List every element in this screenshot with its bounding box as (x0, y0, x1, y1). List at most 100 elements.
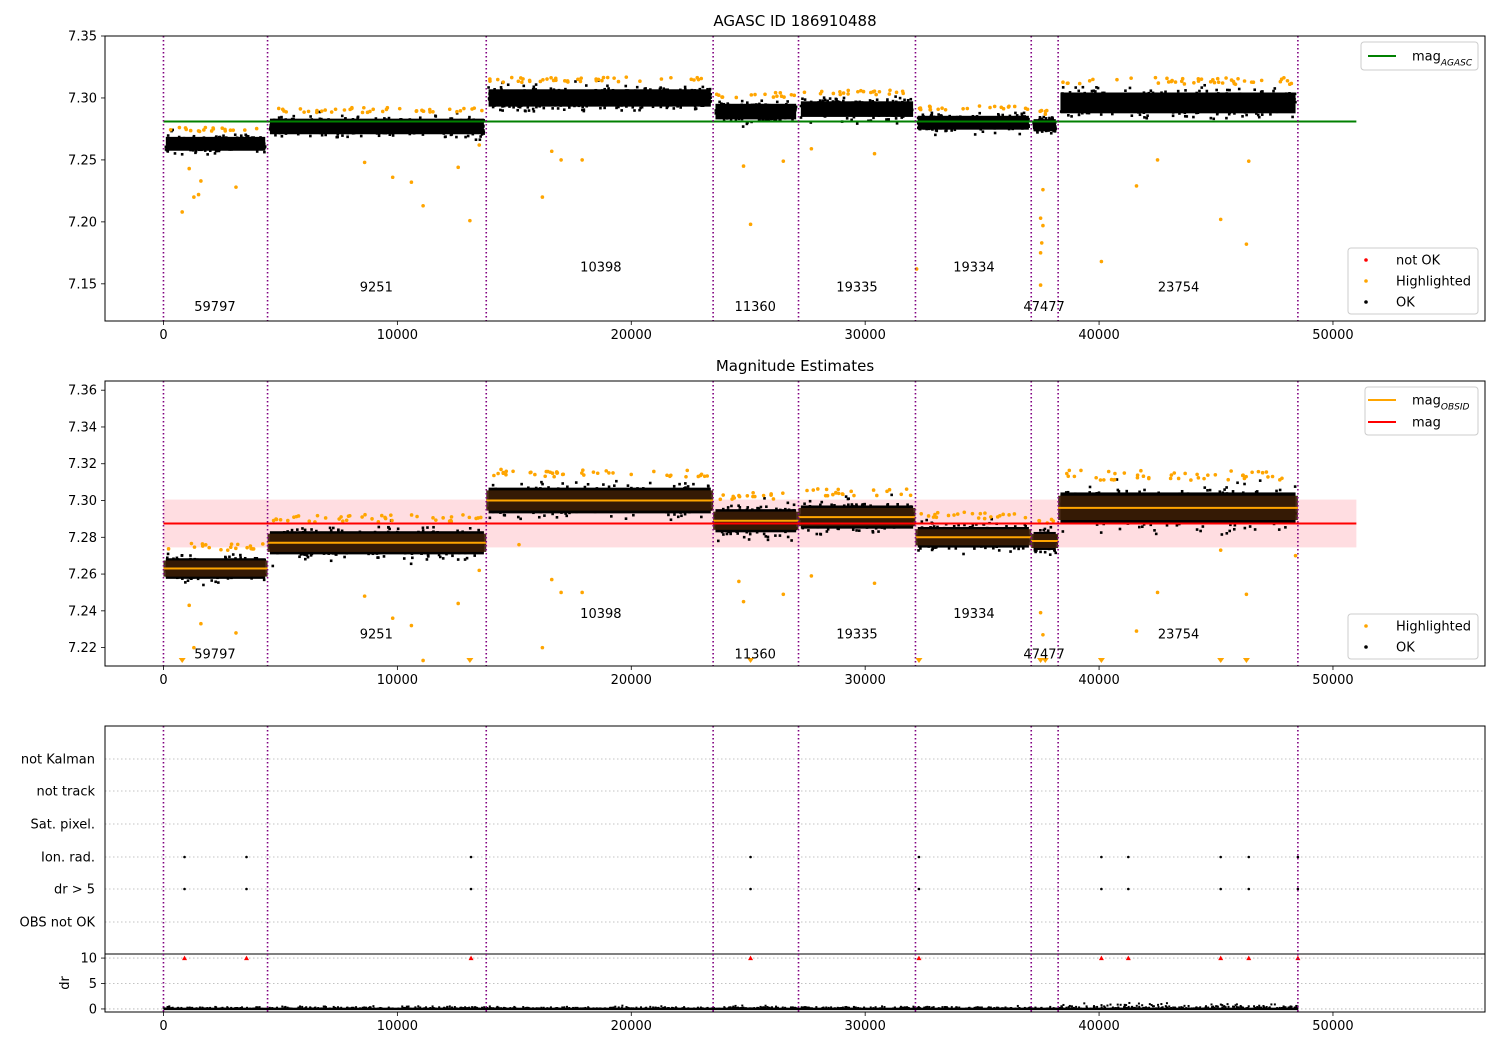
legend-label: OK (1396, 296, 1415, 311)
highlighted-point (192, 195, 196, 199)
highlighted-point (254, 126, 259, 131)
highlighted-point (362, 105, 366, 110)
highlighted-point (323, 108, 327, 112)
ok-point (426, 555, 430, 558)
highlighted-point (456, 165, 460, 170)
ok-point (842, 99, 845, 103)
highlighted-point (298, 107, 303, 111)
ok-point (502, 513, 506, 517)
ok-point (222, 134, 225, 138)
highlighted-point (1180, 76, 1185, 81)
ok-point (551, 107, 554, 110)
ok-point (473, 554, 477, 557)
ok-point (603, 87, 606, 91)
highlighted-point (578, 79, 583, 84)
ok-point (301, 527, 304, 530)
ok-point (886, 98, 889, 101)
highlighted-point (199, 179, 203, 183)
ok-point (1077, 89, 1081, 93)
ok-point (644, 87, 647, 90)
ok-point (842, 96, 846, 100)
ok-point (698, 87, 702, 91)
ok-point (341, 134, 344, 137)
ok-point (740, 99, 744, 103)
ok-point (1192, 115, 1195, 119)
ok-point (377, 525, 381, 529)
ok-point (239, 134, 243, 138)
highlighted-point (1282, 75, 1286, 80)
ok-point (875, 98, 879, 102)
ok-point (1053, 130, 1057, 133)
highlighted-point (516, 79, 521, 84)
highlighted-point (1208, 79, 1213, 84)
highlighted-point (220, 126, 225, 130)
highlighted-point (669, 75, 673, 80)
ok-point (1253, 88, 1257, 92)
ok-point (1269, 113, 1272, 116)
highlighted-point (545, 77, 549, 81)
highlighted-point (520, 80, 524, 85)
ok-point (320, 133, 324, 137)
ok-point (499, 86, 503, 89)
ok-point (1184, 89, 1187, 92)
ok-point (532, 85, 536, 89)
ok-point (801, 97, 804, 101)
highlighted-point (1169, 79, 1174, 84)
ok-point (421, 529, 425, 532)
ok-point (418, 116, 422, 120)
ok-points-segment (164, 128, 267, 156)
ok-point (683, 87, 687, 91)
highlighted-point (887, 92, 892, 96)
highlighted-point (1244, 242, 1249, 246)
ok-point (679, 106, 682, 109)
ok-point (760, 99, 764, 103)
ok-point (382, 555, 386, 558)
ok-point (425, 558, 429, 561)
highlighted-point (1077, 81, 1082, 86)
ok-point (872, 116, 875, 120)
highlighted-point (1287, 82, 1292, 86)
ok-point (1215, 88, 1218, 92)
obsid-label: 19334 (953, 260, 994, 275)
highlighted-point (1192, 80, 1196, 85)
ok-points-core (269, 118, 484, 135)
highlighted-point (1156, 81, 1161, 85)
obsid-label: 10398 (580, 260, 621, 275)
ok-point (906, 98, 910, 102)
ok-point (762, 119, 765, 122)
ok-point (607, 87, 610, 90)
highlighted-point (409, 180, 414, 185)
highlighted-point (518, 76, 523, 80)
ok-point (228, 555, 231, 559)
highlighted-point (809, 146, 814, 151)
ok-point (340, 114, 344, 118)
highlighted-point (841, 91, 846, 95)
ok-point (438, 555, 442, 559)
ok-point (479, 135, 482, 138)
highlighted-point (579, 76, 583, 80)
ok-point (214, 580, 217, 584)
ok-point (701, 85, 705, 89)
ok-point (638, 108, 641, 112)
ok-point (745, 122, 749, 126)
ok-point (973, 133, 977, 136)
highlighted-point (965, 106, 970, 111)
ok-point (346, 135, 349, 139)
ok-point (692, 482, 695, 486)
highlighted-point (1129, 76, 1133, 80)
highlighted-point (455, 109, 459, 114)
ok-point (343, 555, 346, 559)
ok-point (549, 87, 553, 90)
ok-point (555, 516, 559, 519)
highlighted-point (183, 126, 188, 130)
highlighted-point (384, 107, 389, 112)
ok-point (239, 556, 242, 560)
ok-point (1203, 83, 1206, 87)
highlighted-point (431, 109, 435, 114)
y-tick-label: 7.20 (68, 215, 97, 230)
ok-point (997, 114, 1001, 117)
highlighted-point (928, 105, 932, 109)
ok-point (506, 83, 510, 87)
highlighted-point (838, 92, 843, 97)
ok-point (1291, 115, 1294, 119)
